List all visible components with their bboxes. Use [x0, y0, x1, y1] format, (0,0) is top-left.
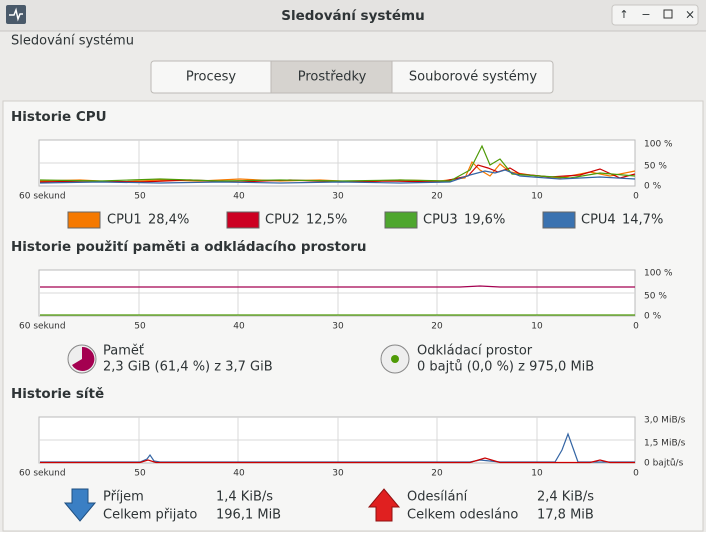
- legend-swatch[interactable]: [226, 211, 260, 229]
- memory-graph: [38, 269, 636, 317]
- x-tick-label: 20: [431, 469, 443, 479]
- svg-text:−: −: [641, 8, 650, 21]
- x-tick-label: 60 sekund: [19, 192, 66, 202]
- svg-text:↑: ↑: [619, 8, 628, 21]
- tab[interactable]: Prostředky: [298, 70, 367, 85]
- x-tick-label: 40: [233, 192, 245, 202]
- memory-value: 2,3 GiB (61,4 %) z 3,7 GiB: [103, 360, 273, 375]
- legend-label: CPU1: [107, 213, 142, 228]
- x-tick-label: 40: [233, 469, 245, 479]
- swap-label: Odkládací prostor: [417, 344, 533, 359]
- window-controls[interactable]: ↑ − ×: [611, 4, 699, 26]
- x-tick-label: 40: [233, 322, 245, 332]
- x-tick-label: 30: [332, 322, 344, 332]
- send-label: Odesílání: [407, 490, 468, 505]
- tab[interactable]: Procesy: [186, 70, 237, 85]
- legend-label: CPU3: [423, 213, 458, 228]
- cpu-graph: [38, 139, 636, 187]
- legend-swatch[interactable]: [67, 211, 101, 229]
- section-title: Historie sítě: [11, 386, 104, 402]
- memory-icon[interactable]: [67, 344, 97, 374]
- x-tick-label: 50: [134, 469, 146, 479]
- x-tick-label: 20: [431, 192, 443, 202]
- send-total: 17,8 MiB: [537, 508, 594, 523]
- y-tick-label: 100 %: [644, 140, 673, 150]
- x-tick-label: 50: [134, 192, 146, 202]
- send-total-label: Celkem odesláno: [407, 508, 518, 523]
- legend-swatch[interactable]: [384, 211, 418, 229]
- legend-value: 12,5%: [306, 213, 347, 228]
- swap-icon[interactable]: [380, 344, 410, 374]
- y-tick-label: 1,5 MiB/s: [644, 439, 686, 449]
- receive-label: Příjem: [103, 490, 144, 505]
- x-tick-label: 10: [531, 192, 543, 202]
- receive-total: 196,1 MiB: [216, 508, 281, 523]
- receive-rate: 1,4 KiB/s: [216, 490, 273, 505]
- send-rate: 2,4 KiB/s: [537, 490, 594, 505]
- y-tick-label: 0 %: [644, 312, 662, 322]
- section-title: Historie CPU: [11, 109, 107, 125]
- tab-selected-bg: [270, 60, 393, 94]
- legend-swatch[interactable]: [542, 211, 576, 229]
- network-graph: [38, 416, 636, 464]
- legend-value: 19,6%: [464, 213, 505, 228]
- menu-item[interactable]: Sledování systému: [11, 34, 134, 49]
- x-tick-label: 50: [134, 322, 146, 332]
- x-tick-label: 10: [531, 322, 543, 332]
- x-tick-label: 30: [332, 469, 344, 479]
- legend-label: CPU2: [265, 213, 300, 228]
- svg-text:×: ×: [685, 8, 695, 22]
- y-tick-label: 50 %: [644, 162, 667, 172]
- app-icon: [6, 5, 26, 24]
- section-title: Historie použití paměti a odkládacího pr…: [11, 239, 367, 255]
- tab[interactable]: Souborové systémy: [409, 70, 537, 85]
- legend-label: CPU4: [581, 213, 616, 228]
- x-tick-label: 0: [633, 192, 639, 202]
- x-tick-label: 30: [332, 192, 344, 202]
- y-tick-label: 3,0 MiB/s: [644, 416, 686, 426]
- y-tick-label: 0 %: [644, 182, 662, 192]
- x-tick-label: 60 sekund: [19, 322, 66, 332]
- window-title: Sledování systému: [281, 8, 424, 24]
- legend-value: 14,7%: [622, 213, 663, 228]
- y-tick-label: 100 %: [644, 269, 673, 279]
- x-tick-label: 10: [531, 469, 543, 479]
- x-tick-label: 60 sekund: [19, 469, 66, 479]
- title-bar: [0, 0, 706, 31]
- x-tick-label: 20: [431, 322, 443, 332]
- y-tick-label: 50 %: [644, 292, 667, 302]
- y-tick-label: 0 bajtů/s: [644, 458, 684, 469]
- receive-total-label: Celkem přijato: [103, 508, 197, 523]
- legend-value: 28,4%: [148, 213, 189, 228]
- receive-icon[interactable]: [63, 488, 97, 522]
- x-tick-label: 0: [633, 322, 639, 332]
- send-icon[interactable]: [367, 488, 401, 522]
- swap-value: 0 bajtů (0,0 %) z 975,0 MiB: [417, 360, 594, 375]
- x-tick-label: 0: [633, 469, 639, 479]
- memory-label: Paměť: [103, 344, 144, 359]
